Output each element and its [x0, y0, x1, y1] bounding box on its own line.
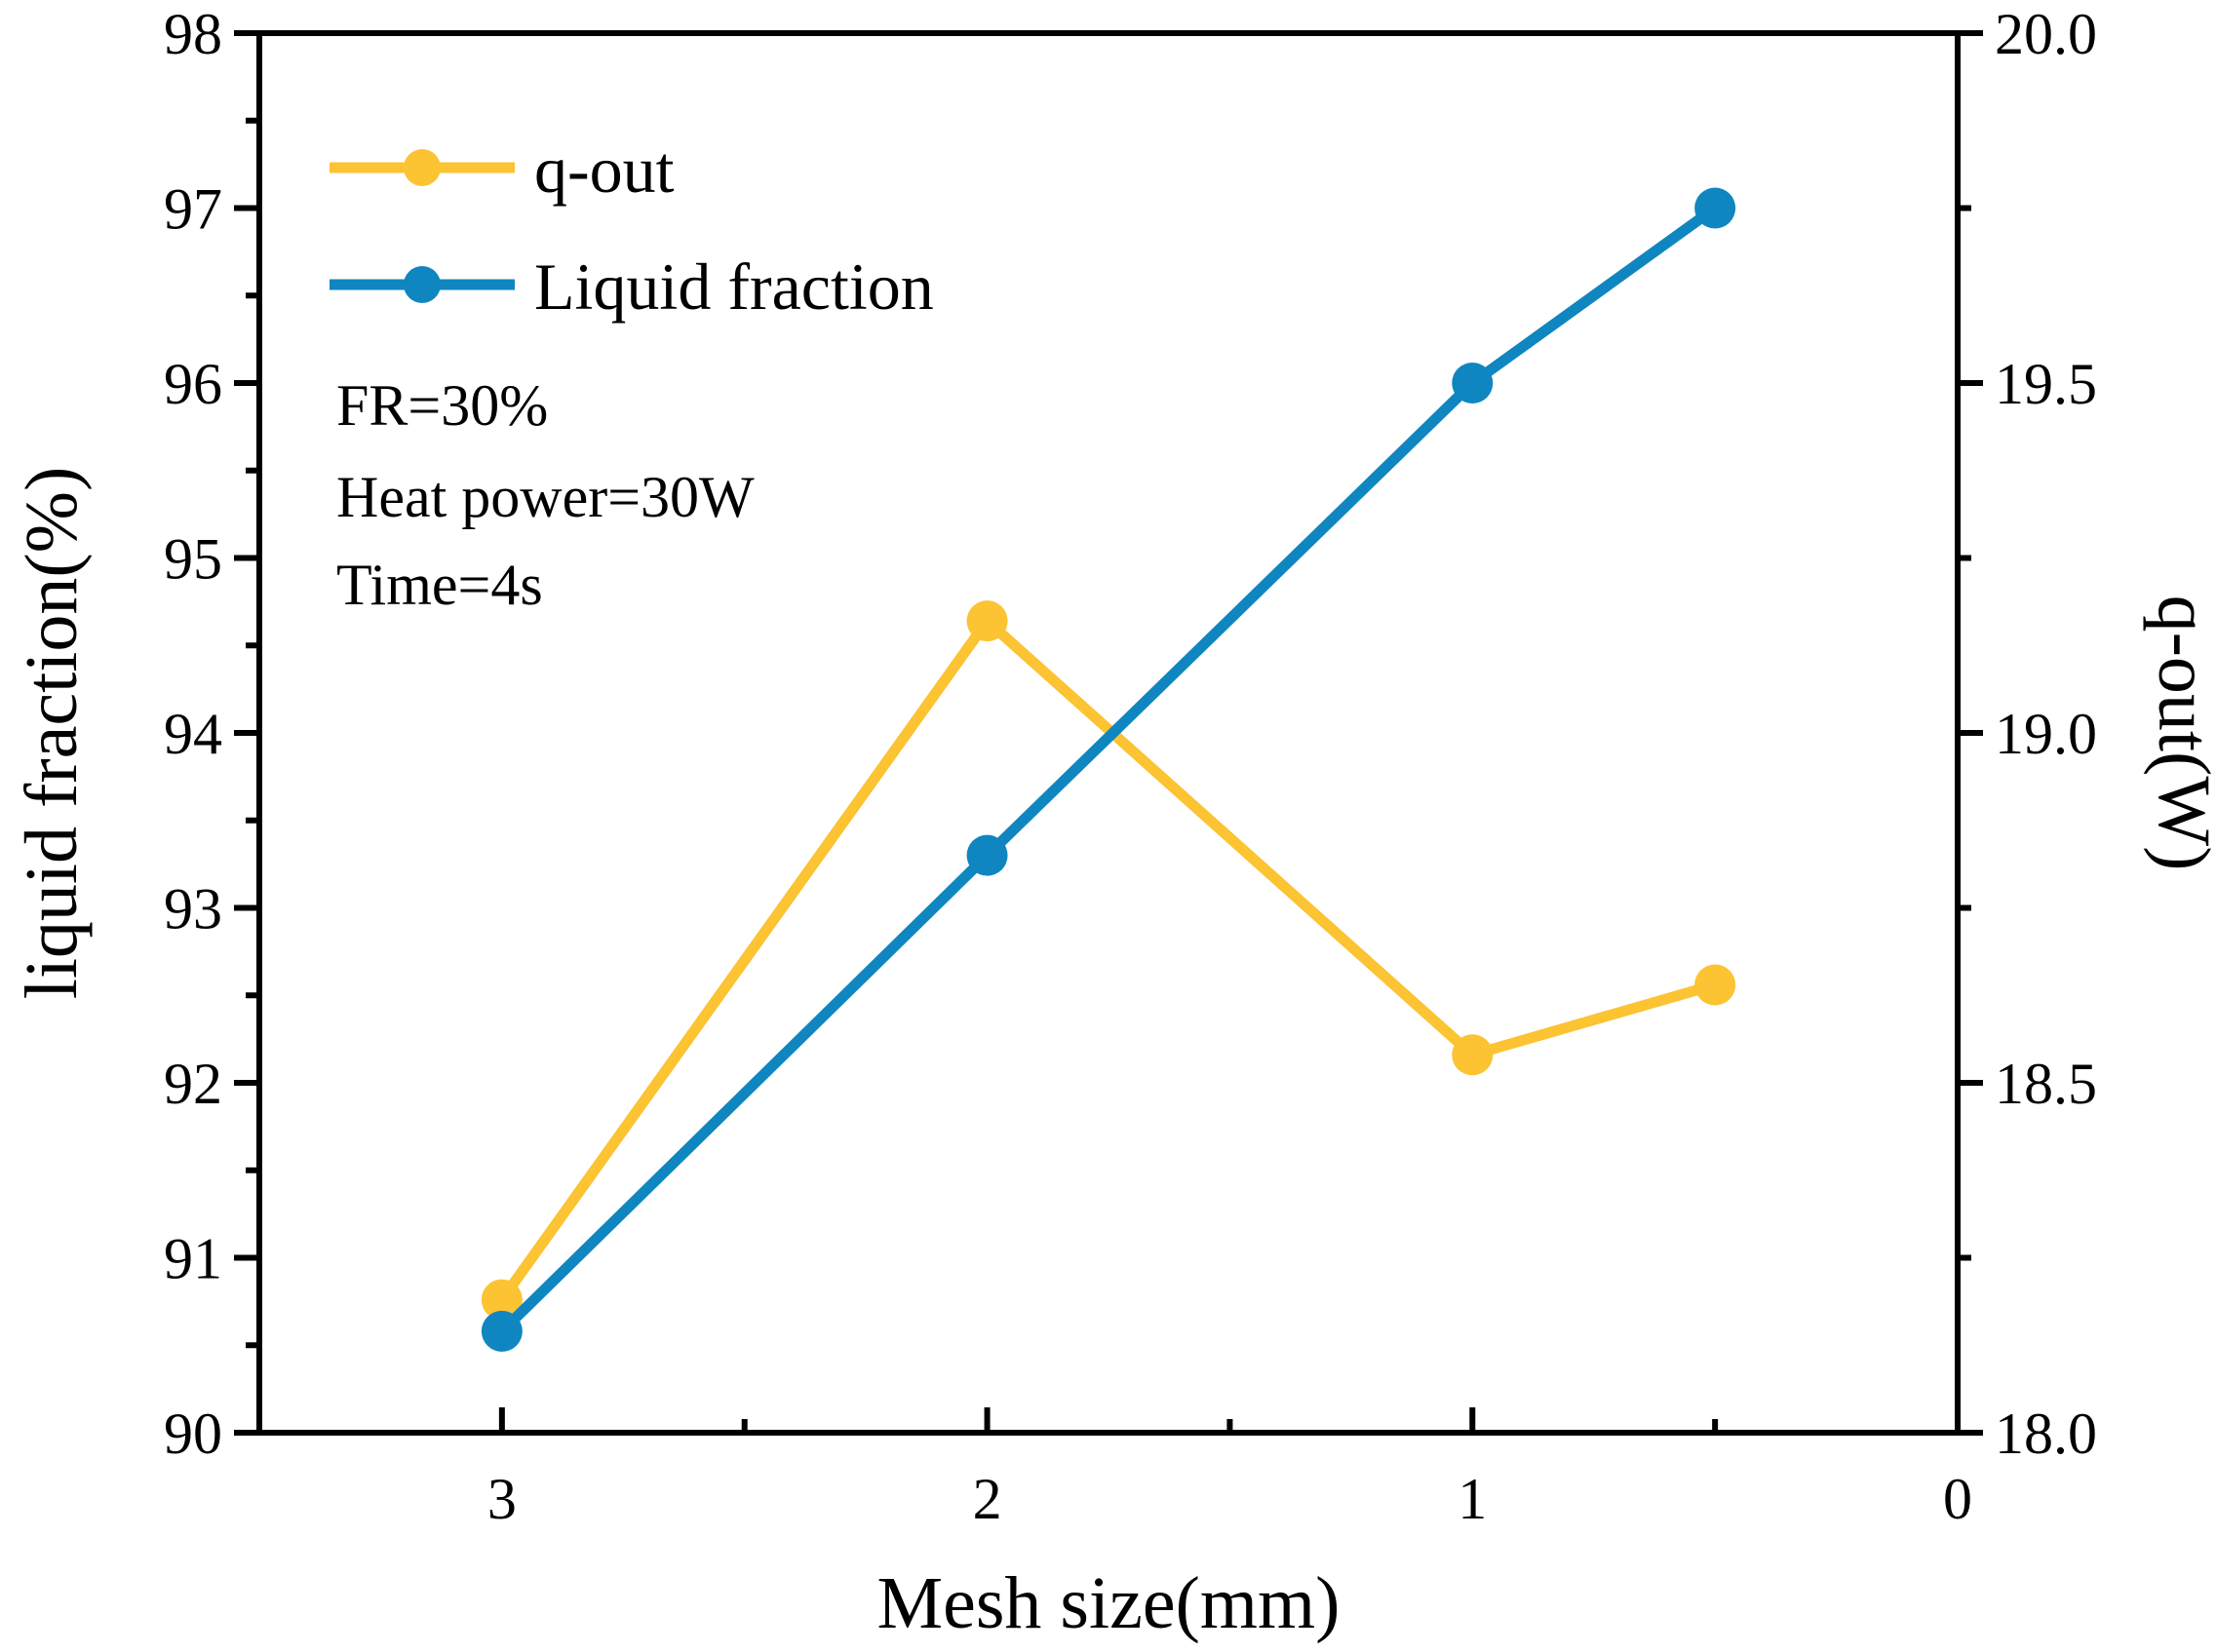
- y-left-tick-label: 97: [164, 177, 222, 242]
- y-right-axis-title: q-out(W): [2143, 595, 2216, 871]
- series-line-q-out: [496, 615, 1721, 1306]
- y-right-tick-label: 18.0: [1995, 1402, 2097, 1466]
- legend-entry-liquid-fraction: Liquid fraction: [330, 250, 934, 324]
- y-right-tick-label: 19.5: [1995, 352, 2097, 416]
- annotation-time: Time=4s: [336, 553, 543, 617]
- x-tick-label: 3: [487, 1467, 517, 1531]
- y-left-tick-label: 95: [164, 527, 222, 592]
- legend-marker-q-out: [404, 149, 441, 186]
- legend: q-out Liquid fraction: [330, 133, 934, 324]
- data-point-liquid-fraction: [966, 834, 1008, 876]
- y-left-tick-label: 96: [164, 352, 222, 416]
- y-left-tick-label: 98: [164, 2, 222, 66]
- annotation-block: FR=30% Heat power=30W Time=4s: [336, 373, 755, 617]
- legend-label-liquid-fraction: Liquid fraction: [534, 250, 934, 324]
- data-point-liquid-fraction: [481, 1310, 523, 1352]
- y-left-tick-label: 93: [164, 877, 222, 941]
- y-left-tick-label: 90: [164, 1402, 222, 1466]
- annotation-heat-power: Heat power=30W: [336, 465, 755, 529]
- annotation-filling-ratio: FR=30%: [336, 373, 548, 438]
- y-left-tick-label: 92: [164, 1052, 222, 1116]
- data-point-q-out: [1694, 964, 1736, 1006]
- legend-label-q-out: q-out: [534, 133, 675, 207]
- data-point-q-out: [966, 600, 1008, 642]
- y-right-tick-label: 18.5: [1995, 1052, 2097, 1116]
- data-point-liquid-fraction: [1694, 187, 1736, 229]
- data-point-q-out: [481, 1279, 523, 1321]
- y-left-tick-label: 94: [164, 702, 222, 766]
- legend-entry-q-out: q-out: [330, 133, 675, 207]
- y-left-axis-title: liquid fraction(%): [11, 467, 93, 1000]
- x-tick-label: 2: [973, 1467, 1002, 1531]
- y-right-tick-label: 19.0: [1995, 702, 2097, 766]
- series-layer: [481, 187, 1736, 1352]
- y-right-tick-label: 20.0: [1995, 2, 2097, 66]
- x-axis-title: Mesh size(mm): [877, 1562, 1341, 1644]
- data-point-q-out: [1452, 1034, 1494, 1076]
- series-line-liquid-fraction: [496, 203, 1721, 1337]
- data-point-liquid-fraction: [1452, 363, 1494, 403]
- ticks-layer: 3 2 1 0 90 91 92 93 94 95 96 97 98 18.0 18.5 19.0 19.5 20…: [164, 2, 2097, 1531]
- legend-marker-liquid-fraction: [404, 266, 441, 303]
- x-tick-label: 0: [1943, 1467, 1972, 1531]
- y-left-tick-label: 91: [164, 1227, 222, 1291]
- x-tick-label: 1: [1458, 1467, 1487, 1531]
